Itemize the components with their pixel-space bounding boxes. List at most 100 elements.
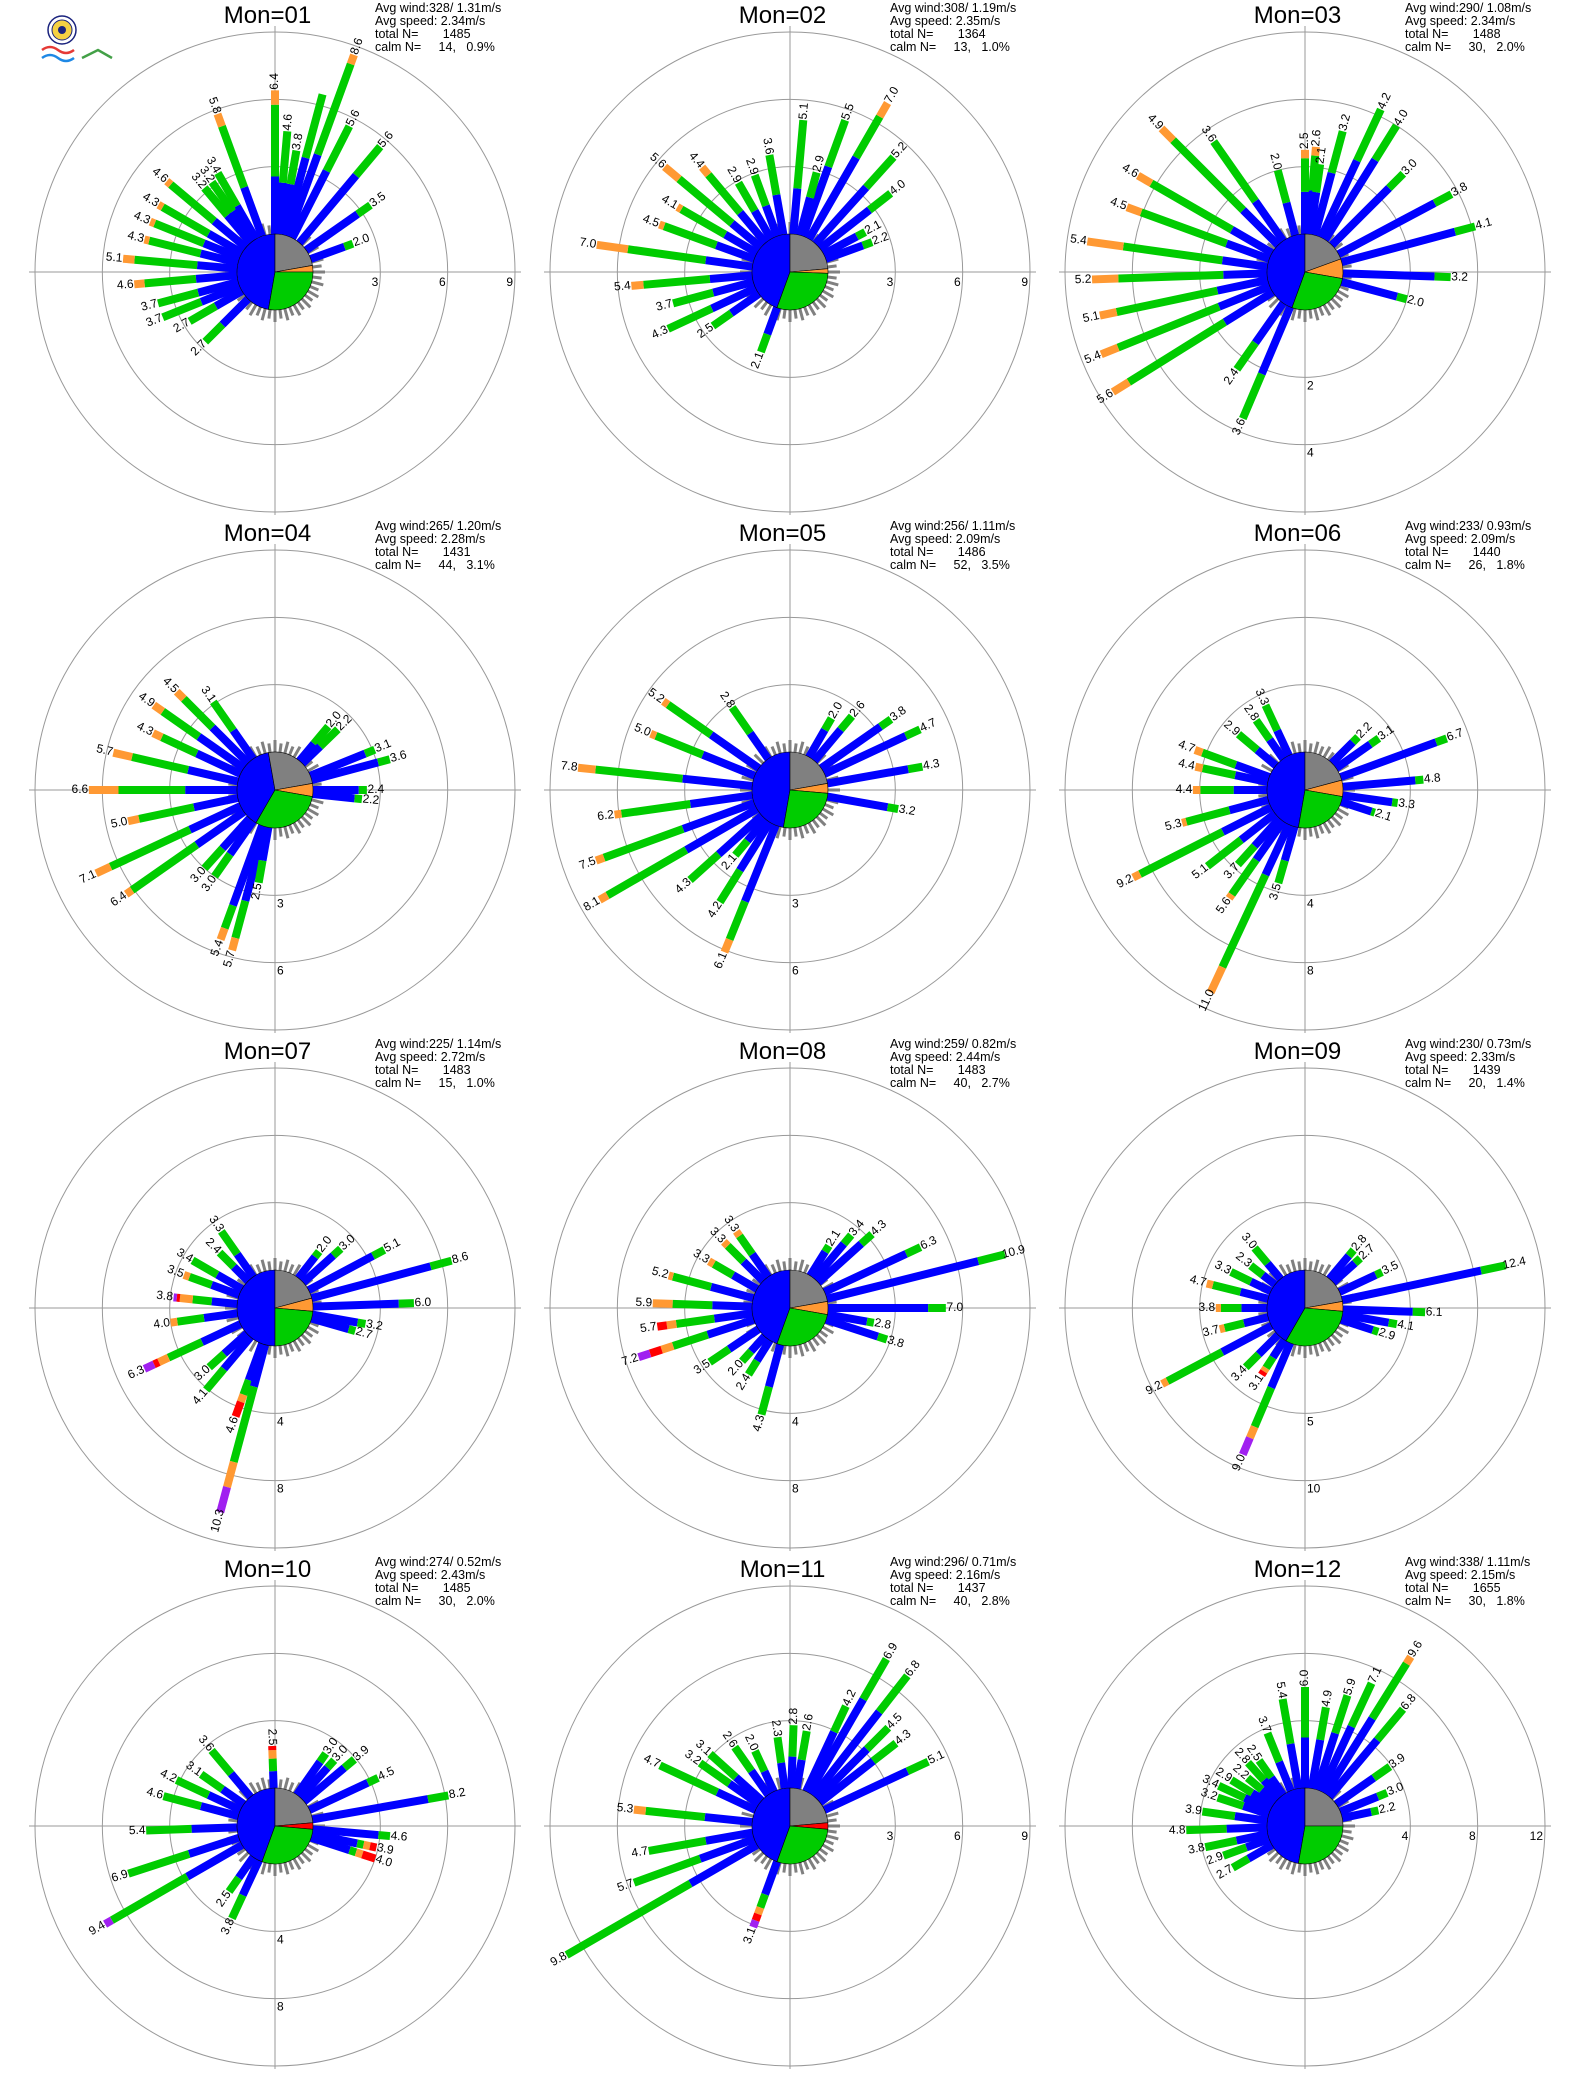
wind-bar-segment [148, 236, 202, 258]
wind-bar-segment [658, 1761, 720, 1796]
wind-bar-segment [1254, 746, 1279, 769]
spoke-tick [309, 803, 319, 810]
panel-title: Mon=03 [1253, 2, 1342, 29]
spoke-tick [1330, 815, 1342, 827]
panel-title: Mon=07 [223, 1038, 312, 1065]
windrose-panel: 12.4 6.1 4.1 2.9 3.5 2.7 2.8 3.0 2.3 3.3 4.7 3.8 3.7… [1040, 1036, 1555, 1551]
wind-bar-segment [216, 926, 229, 941]
spoke-tick [1313, 308, 1320, 321]
wind-bar-segment [231, 1400, 245, 1418]
wind-bar-segment [221, 1330, 250, 1357]
bar-value-label: 5.4 [207, 937, 226, 958]
spoke-tick [782, 1863, 787, 1873]
wind-bar-segment [218, 1229, 241, 1257]
wind-bar-segment [1310, 171, 1336, 237]
stats-avg-wind: Avg wind:274/ 0.52m/s [375, 1555, 502, 1569]
spoke-tick [1318, 1342, 1325, 1352]
bar-value-label: 3.9 [376, 1840, 396, 1857]
bar-value-label: 4.9 [1318, 1689, 1335, 1708]
bar-value-label: 5.4 [1069, 231, 1088, 247]
wind-bar-segment [721, 1239, 731, 1249]
wind-bar-segment [825, 1257, 980, 1303]
wind-bar-segment [681, 799, 756, 833]
spoke-tick [1278, 1263, 1288, 1276]
wind-bar-segment [1333, 1774, 1377, 1808]
bar-value-label: 2.1 [748, 350, 767, 371]
wind-bar-segment [1201, 764, 1237, 780]
wind-bar-segment [363, 745, 377, 758]
wind-bar-segment [757, 332, 772, 354]
wind-bar-segment [133, 279, 145, 289]
windrose-panel: 10.9 7.0 2.8 3.8 6.3 4.3 3.4 2.1 3.3 3.3 3.3 5.2 5.9… [525, 1036, 1040, 1551]
wind-bar-segment [705, 256, 753, 271]
wind-bar-segment [226, 818, 257, 857]
spoke-tick [292, 1858, 302, 1871]
bar-value-label: 4.6 [222, 1414, 241, 1435]
wind-bar-segment [134, 255, 198, 270]
wind-bar-segment [122, 254, 135, 264]
windrose-svg: 10.97.02.83.86.34.33.42.13.33.33.35.25.9… [544, 1062, 1036, 1551]
wind-bar-segment [240, 185, 266, 238]
wind-bar-segment [297, 1765, 331, 1801]
spoke-tick [1268, 1851, 1280, 1863]
bar-value-label: 4.5 [641, 211, 662, 230]
wind-bar-segment [1327, 130, 1347, 174]
wind-bar-segment [310, 1262, 432, 1303]
stats-total: total N= 1485 [375, 1581, 471, 1595]
wind-bar-segment [647, 1836, 707, 1855]
wind-bar-segment [799, 165, 833, 238]
bar-value-label: 5.6 [343, 107, 363, 129]
wind-bar-segment [1193, 746, 1204, 757]
stats-total: total N= 1431 [375, 545, 471, 559]
wind-bar-segment [1086, 237, 1124, 251]
ring-tick-label: 12 [1307, 1031, 1321, 1033]
calm-pie-slice [789, 1787, 829, 1827]
spoke-tick [1278, 1858, 1288, 1871]
panel-title: Mon=02 [738, 2, 827, 29]
wind-bar-segment [1235, 1829, 1269, 1845]
wind-bar-segment [352, 144, 384, 179]
bar-value-label: 3.2 [1199, 1785, 1220, 1804]
calm-pie-slice [789, 751, 828, 791]
wind-bar-segment [1238, 810, 1278, 843]
spoke-tick [283, 826, 290, 839]
wind-bar-segment [188, 1273, 213, 1289]
stats-total: total N= 1364 [890, 27, 986, 41]
wind-bar-segment [840, 1232, 855, 1247]
wind-bar-segment [233, 1251, 257, 1280]
bar-value-label: 6.2 [596, 807, 615, 823]
wind-bar-segment [826, 792, 889, 812]
spoke-tick [815, 815, 827, 827]
spoke-tick [1308, 827, 1313, 837]
wind-bar-segment [94, 863, 113, 878]
stats-calm: calm N= 30, 2.0% [375, 1594, 495, 1608]
wind-bar-segment [1205, 1279, 1214, 1289]
wind-bar-segment [168, 181, 217, 225]
wind-bar-segment [123, 886, 135, 898]
wind-bar-segment [142, 1360, 156, 1373]
wind-bar-segment [977, 1250, 1006, 1265]
spoke-tick [260, 1777, 267, 1790]
wind-bar-segment [1391, 798, 1399, 807]
stats-avg-speed: Avg speed: 2.43m/s [375, 1568, 486, 1582]
windrose-svg: 8.65.65.63.52.06.45.83.43.23.24.64.34.34… [29, 26, 521, 515]
bar-value-label: 4.2 [839, 1687, 859, 1708]
bar-value-label: 4.0 [374, 1851, 395, 1870]
wind-bar-segment [301, 1764, 347, 1805]
panel-title: Mon=10 [223, 1556, 312, 1583]
spoke-tick [1297, 1345, 1302, 1355]
bar-value-label: 8.6 [450, 1249, 470, 1267]
stats-total: total N= 1483 [375, 1063, 471, 1077]
ring-tick-label: 5 [1307, 1414, 1314, 1428]
wind-bar-segment [714, 241, 756, 263]
spoke-tick [307, 807, 320, 817]
wind-bar-segment [667, 1271, 675, 1281]
wind-bar-segment [1312, 1731, 1339, 1792]
bar-value-label: 5.0 [109, 814, 129, 831]
wind-bar-segment [295, 1254, 319, 1281]
bar-value-label: 3.5 [1266, 881, 1284, 901]
stats-calm: calm N= 30, 1.8% [1405, 1594, 1525, 1608]
ring-tick-label: 6 [792, 964, 799, 978]
bar-value-label: 2.9 [1377, 1325, 1398, 1344]
stats-avg-speed: Avg speed: 2.09m/s [890, 532, 1001, 546]
